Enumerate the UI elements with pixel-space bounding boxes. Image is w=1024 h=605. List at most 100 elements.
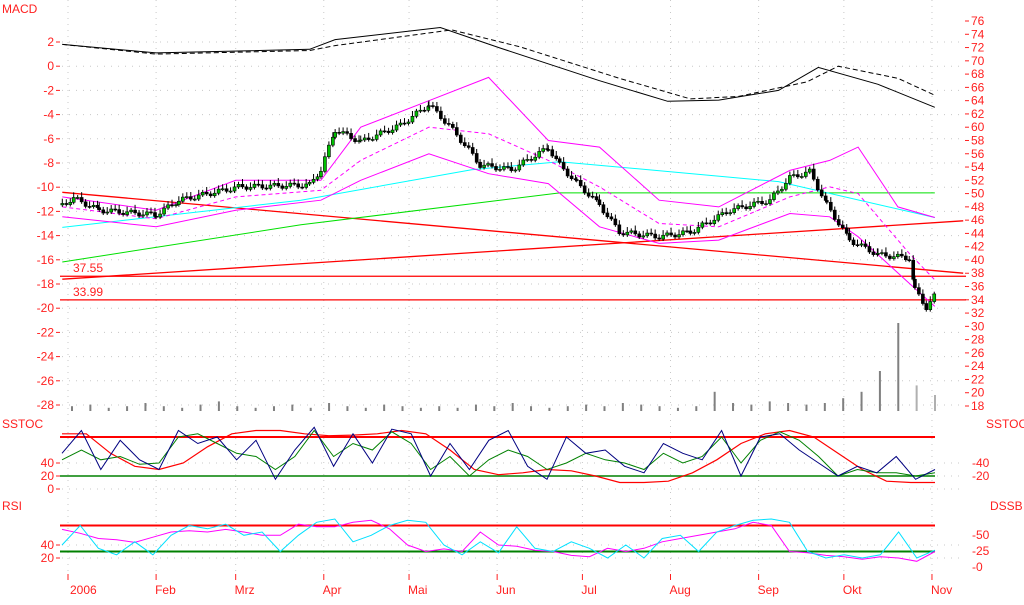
candle-down	[609, 216, 614, 220]
volume-bar	[805, 404, 808, 411]
candle-up	[661, 234, 665, 240]
candle-down	[240, 184, 245, 188]
volume-bar	[658, 406, 661, 411]
candle-up	[141, 214, 145, 217]
candle-down	[546, 149, 551, 151]
left-axis-label: -24	[37, 350, 55, 364]
candle-up	[768, 199, 772, 204]
sstoc-k-line	[61, 426, 936, 481]
candle-up	[75, 197, 80, 199]
x-tick-label: Aug	[670, 583, 691, 597]
volume-bar	[566, 406, 569, 411]
right-axis-label: 36	[971, 280, 985, 294]
candle-up	[418, 109, 423, 112]
volume-bar	[934, 395, 936, 411]
candle-up	[236, 184, 241, 188]
volume-bar	[915, 385, 918, 411]
volume-bar	[695, 406, 698, 411]
left-axis-label: -26	[37, 374, 55, 388]
candle-down	[633, 230, 638, 235]
volume-bar	[383, 404, 386, 411]
volume-bar	[309, 407, 312, 411]
volume-bar	[144, 403, 147, 411]
candle-down	[613, 218, 618, 226]
level-label: 37.55	[73, 261, 103, 275]
candle-down	[649, 232, 653, 235]
candle-up	[220, 188, 225, 191]
candle-up	[700, 222, 705, 228]
rsi-left-label: 40	[41, 538, 55, 552]
candle-up	[629, 230, 634, 233]
candle-down	[907, 259, 912, 262]
candle-up	[502, 166, 506, 170]
left-axis-label: 2	[47, 35, 54, 49]
candle-up	[272, 183, 277, 186]
price-panel: MACD 20-2-4-6-8-10-12-14-16-18-20-22-24-…	[2, 2, 985, 413]
volume-bar	[181, 407, 184, 411]
candle-up	[803, 171, 808, 177]
volume-bar	[474, 404, 477, 411]
candle-down	[353, 138, 357, 142]
x-tick-label: Feb	[155, 583, 176, 597]
candle-up	[716, 214, 721, 221]
candle-up	[268, 184, 273, 189]
candle-up	[145, 211, 149, 216]
left-axis-label: -22	[37, 325, 55, 339]
right-axis-label: 34	[971, 293, 985, 307]
candle-up	[158, 213, 162, 218]
candle-down	[345, 131, 349, 134]
volume-bar	[199, 404, 202, 411]
candle-up	[692, 232, 697, 234]
candle-up	[928, 301, 933, 310]
candle-down	[724, 212, 729, 215]
right-axis-label: 38	[971, 266, 985, 280]
x-tick-label: Mai	[408, 583, 427, 597]
candle-up	[625, 231, 630, 236]
candle-down	[296, 183, 301, 188]
candle-up	[517, 164, 522, 171]
candle-up	[327, 144, 331, 158]
candle-up	[307, 182, 312, 185]
candle-down	[855, 244, 860, 247]
candle-down	[888, 255, 892, 259]
candle-down	[451, 124, 455, 128]
candle-up	[677, 234, 681, 238]
volume-bar	[585, 404, 588, 411]
candle-down	[825, 200, 829, 203]
volume-bar	[364, 407, 367, 411]
left-axis-label: -18	[37, 277, 55, 291]
volume-bar	[291, 404, 294, 411]
right-axis-label: 26	[971, 346, 985, 360]
candle-up	[370, 139, 375, 141]
candle-down	[594, 196, 599, 201]
candle-down	[529, 159, 534, 161]
candle-down	[386, 130, 391, 133]
candle-up	[248, 187, 253, 190]
candle-up	[533, 156, 538, 161]
candle-down	[590, 195, 595, 198]
volume-bar	[860, 391, 863, 411]
candle-down	[740, 205, 744, 208]
left-axis-label: -28	[37, 398, 55, 412]
candle-up	[252, 183, 257, 188]
candle-up	[876, 252, 880, 255]
volume-bar	[713, 391, 716, 411]
candle-down	[458, 134, 463, 143]
candle-up	[486, 163, 490, 166]
sstoc-slow-line	[62, 429, 935, 484]
candle-up	[362, 137, 367, 141]
candle-down	[490, 163, 494, 167]
right-axis-label: 32	[971, 306, 985, 320]
x-tick-label: 2006	[70, 583, 97, 597]
volume-bar	[438, 406, 441, 411]
grid	[62, 0, 960, 572]
candle-down	[900, 253, 904, 257]
candle-down	[815, 178, 820, 191]
candle-up	[71, 197, 76, 203]
candle-up	[892, 256, 896, 259]
candle-down	[454, 127, 459, 136]
candle-up	[358, 139, 363, 142]
candle-down	[260, 184, 265, 189]
